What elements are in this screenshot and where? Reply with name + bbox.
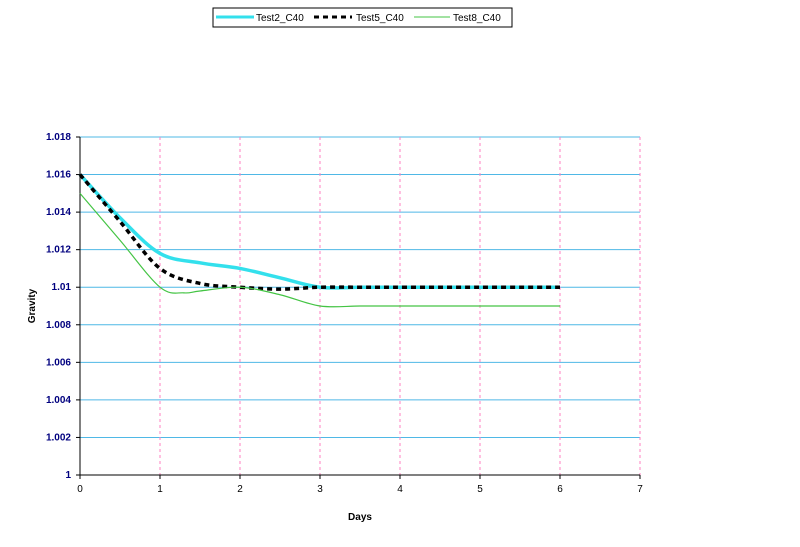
tick-labels: 1 1.002 1.004 1.006 1.008 1.01 1.012 1.014 1.016… — [46, 132, 643, 495]
legend-box — [212, 7, 513, 28]
x-tick-label: 1 — [157, 484, 163, 495]
series-line-test8-c40 — [79, 192, 560, 308]
x-tick-label: 7 — [637, 484, 643, 495]
axes — [76, 136, 641, 479]
legend-label-test2: Test2_C40 — [256, 13, 304, 24]
x-tick-label: 5 — [477, 484, 483, 495]
x-tick-label: 4 — [397, 484, 403, 495]
legend-label-test5: Test5_C40 — [356, 13, 404, 24]
x-axis-title: Days — [348, 512, 372, 523]
series-line-test5-c40 — [78, 173, 560, 291]
x-tick-label: 3 — [317, 484, 323, 495]
y-tick-label: 1.014 — [46, 207, 71, 218]
legend: Test2_C40 Test5_C40 Test8_C40 — [212, 7, 513, 28]
x-tick-label: 6 — [557, 484, 563, 495]
y-tick-label: 1.006 — [46, 357, 71, 368]
x-tick-label: 0 — [77, 484, 83, 495]
y-tick-label: 1.016 — [46, 170, 71, 181]
y-tick-label: 1.008 — [46, 320, 71, 331]
y-tick-label: 1 — [65, 470, 71, 481]
y-axis-title: Gravity — [27, 288, 38, 323]
x-tick-label: 2 — [237, 484, 243, 495]
series-lines — [78, 173, 560, 308]
y-tick-label: 1.002 — [46, 432, 71, 443]
legend-label-test8: Test8_C40 — [453, 13, 501, 24]
y-tick-label: 1.004 — [46, 395, 71, 406]
y-tick-label: 1.012 — [46, 245, 71, 256]
y-tick-label: 1.01 — [52, 282, 72, 293]
y-tick-label: 1.018 — [46, 132, 71, 143]
